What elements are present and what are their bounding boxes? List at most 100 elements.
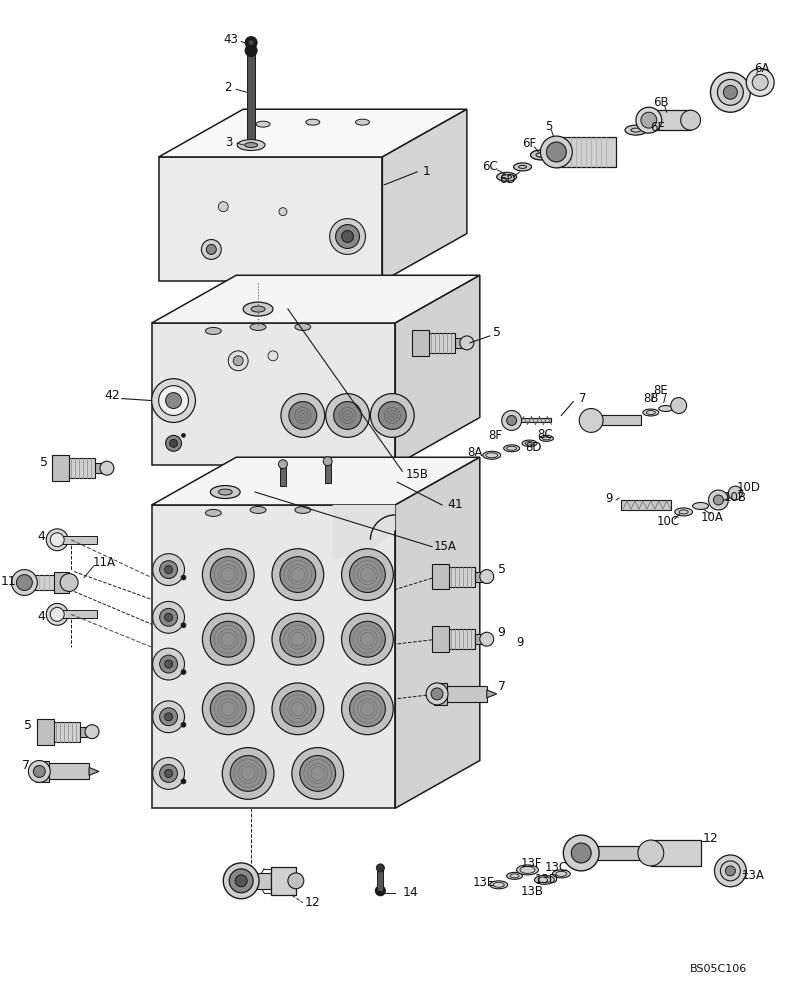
Circle shape [268,351,278,361]
Ellipse shape [625,125,647,135]
Circle shape [341,683,393,735]
Ellipse shape [530,150,552,160]
Polygon shape [42,722,80,742]
Polygon shape [152,505,396,808]
Text: 8F: 8F [489,429,503,442]
Circle shape [152,379,196,422]
Circle shape [160,655,178,673]
Circle shape [170,439,178,447]
Circle shape [540,136,572,168]
Polygon shape [325,461,330,483]
Circle shape [153,701,185,733]
Circle shape [245,37,257,49]
Polygon shape [152,323,396,465]
Circle shape [223,863,259,899]
Ellipse shape [506,872,522,879]
Circle shape [460,336,474,350]
Text: 5: 5 [25,719,33,732]
Circle shape [349,621,385,657]
Circle shape [376,886,385,896]
Ellipse shape [693,502,708,509]
Polygon shape [57,458,95,478]
Circle shape [638,840,664,866]
Circle shape [210,557,246,592]
Text: 6F: 6F [522,137,537,150]
Ellipse shape [490,881,508,889]
Circle shape [715,855,747,887]
Circle shape [370,394,414,437]
Circle shape [292,748,344,799]
Circle shape [728,486,743,500]
Circle shape [222,748,274,799]
Circle shape [85,725,99,739]
Ellipse shape [517,865,538,875]
Text: 7: 7 [579,392,587,405]
Polygon shape [651,840,700,866]
Ellipse shape [504,445,520,452]
Polygon shape [591,415,641,425]
Text: 6E: 6E [650,121,665,134]
Circle shape [378,402,406,429]
Circle shape [480,570,494,584]
Polygon shape [556,137,616,167]
Ellipse shape [256,121,270,127]
Circle shape [272,613,324,665]
Circle shape [579,409,603,432]
Circle shape [218,202,228,212]
Text: 13C: 13C [544,861,568,874]
Text: 41: 41 [447,498,462,511]
Ellipse shape [540,435,553,441]
Polygon shape [396,275,480,465]
Circle shape [288,873,304,889]
Text: 14: 14 [402,886,418,899]
Circle shape [272,683,324,735]
Ellipse shape [295,506,310,513]
Circle shape [160,764,178,782]
Circle shape [720,861,740,881]
Text: 5: 5 [544,120,552,133]
Circle shape [280,691,316,727]
Text: 5: 5 [498,563,505,576]
Circle shape [341,549,393,600]
Ellipse shape [643,409,659,416]
Circle shape [279,208,287,216]
Polygon shape [437,686,487,702]
Circle shape [330,219,365,254]
Polygon shape [241,873,271,889]
Circle shape [281,394,325,437]
Text: 15B: 15B [406,468,429,481]
Polygon shape [152,275,480,323]
Polygon shape [80,727,92,737]
Ellipse shape [295,324,310,330]
Polygon shape [280,464,286,486]
Text: 6D: 6D [499,173,516,186]
Text: 12: 12 [703,832,718,845]
Ellipse shape [210,486,240,499]
Circle shape [100,461,114,475]
Circle shape [46,603,68,625]
Polygon shape [158,109,467,157]
Polygon shape [396,457,480,808]
Text: 8A: 8A [467,446,482,459]
Circle shape [230,756,266,791]
Circle shape [181,670,186,675]
Text: 4: 4 [37,610,45,623]
Circle shape [202,683,254,735]
Circle shape [233,356,243,366]
Polygon shape [62,536,97,544]
Text: 10A: 10A [701,511,724,524]
Text: 6A: 6A [755,62,770,75]
Ellipse shape [534,875,554,884]
Circle shape [181,623,186,628]
Text: 9: 9 [498,626,505,639]
Circle shape [29,761,50,782]
Circle shape [506,415,517,425]
Polygon shape [437,629,475,649]
Circle shape [46,529,68,551]
Text: 7: 7 [22,759,30,772]
Circle shape [272,549,324,600]
Circle shape [341,613,393,665]
Ellipse shape [251,306,265,312]
Circle shape [202,613,254,665]
Circle shape [289,402,317,429]
